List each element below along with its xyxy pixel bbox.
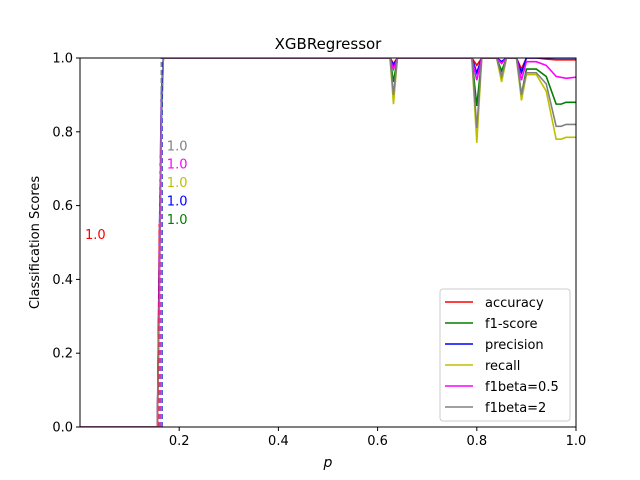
y-tick-label: 1.0: [52, 52, 73, 67]
y-tick-label: 0.2: [52, 347, 73, 362]
y-axis-label: Classification Scores: [28, 176, 43, 310]
annotation-label-2: 1.0: [167, 195, 188, 210]
annotation-label-1: 1.0: [167, 213, 188, 228]
legend: accuracy f1-score precision recall f1beta=0.…: [439, 288, 571, 422]
annotation-layer: 1.0 1.0 1.0 1.0 1.0 1.0: [85, 139, 188, 243]
x-tick-label: 0.6: [367, 434, 388, 449]
x-tick-label: 0.2: [169, 434, 190, 449]
legend-box: [439, 288, 571, 422]
x-axis-ticks: 0.2 0.4 0.6 0.8 1.0: [169, 427, 586, 449]
legend-label-precision: precision: [485, 338, 544, 353]
plot-frame: [79, 57, 577, 428]
legend-label-f1beta-2: f1beta=2: [485, 401, 546, 416]
x-tick-label: 1.0: [566, 434, 587, 449]
x-tick-label: 0.8: [466, 434, 487, 449]
y-tick-label: 0.4: [52, 273, 73, 288]
threshold-layer: [158, 58, 163, 427]
chart-title: XGBRegressor: [275, 35, 383, 53]
legend-label-accuracy: accuracy: [485, 296, 544, 311]
y-tick-label: 0.0: [52, 421, 73, 436]
y-tick-label: 0.6: [52, 199, 73, 214]
annotation-label-5: 1.0: [167, 139, 188, 154]
x-axis-label: p: [323, 455, 333, 471]
y-tick-label: 0.8: [52, 125, 73, 140]
x-tick-label: 0.4: [268, 434, 289, 449]
annotation-label-3: 1.0: [167, 176, 188, 191]
y-axis-ticks: 0.0 0.2 0.4 0.6 0.8 1.0: [52, 52, 80, 436]
annotation-label-4: 1.0: [167, 158, 188, 173]
legend-label-recall: recall: [485, 359, 520, 374]
annotation-label-0: 1.0: [85, 228, 106, 243]
legend-label-f1beta-0-5: f1beta=0.5: [485, 380, 559, 395]
legend-label-f1-score: f1-score: [485, 317, 537, 332]
